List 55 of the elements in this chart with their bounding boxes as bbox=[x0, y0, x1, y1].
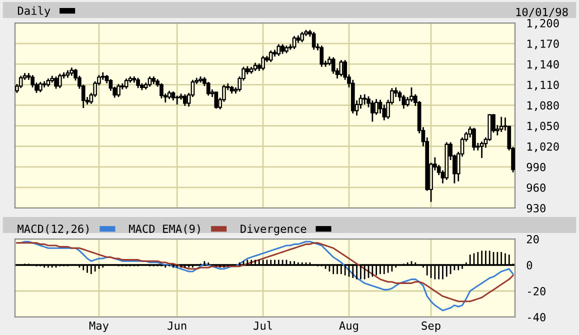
y-tick-label: -20 bbox=[528, 287, 546, 296]
legend-label: Daily bbox=[18, 6, 50, 18]
y-tick-label: 930 bbox=[526, 204, 546, 212]
y-tick-label: 1,020 bbox=[527, 142, 559, 152]
candlestick bbox=[58, 73, 62, 89]
candlestick bbox=[148, 76, 152, 88]
x-tick-label: May bbox=[89, 322, 109, 332]
candlestick bbox=[276, 44, 281, 57]
y-tick-label: 1,200 bbox=[527, 19, 559, 29]
candlestick bbox=[183, 94, 187, 107]
candlestick bbox=[206, 81, 210, 96]
candlestick bbox=[280, 44, 284, 55]
candlestick bbox=[175, 94, 180, 106]
y-tick-label: 990 bbox=[526, 162, 546, 172]
candlestick bbox=[214, 90, 218, 110]
legend-label: MACD(12,26) bbox=[18, 224, 88, 234]
candlestick bbox=[382, 104, 386, 121]
x-tick-label: Jul bbox=[254, 321, 272, 330]
candlestick bbox=[410, 86, 414, 102]
text: 10/01/98 bbox=[516, 8, 568, 18]
candlestick bbox=[339, 59, 344, 78]
candlestick bbox=[116, 83, 120, 98]
candlestick bbox=[499, 116, 504, 133]
candlestick bbox=[292, 35, 296, 50]
candlestick bbox=[320, 44, 324, 68]
candlestick bbox=[402, 94, 406, 110]
y-tick-label: 0 bbox=[526, 261, 532, 270]
candlestick bbox=[38, 81, 42, 93]
legend-label: Divergence bbox=[240, 224, 306, 236]
x-tick-label: Jun bbox=[168, 322, 186, 330]
y-tick-label: 960 bbox=[526, 183, 546, 192]
candlestick bbox=[331, 56, 336, 74]
candlestick bbox=[300, 31, 304, 43]
candlestick bbox=[268, 50, 273, 63]
candlestick bbox=[136, 77, 140, 89]
candlestick bbox=[370, 100, 374, 122]
y-tick-label: 20 bbox=[526, 235, 539, 244]
candlestick bbox=[362, 94, 367, 106]
candlestick bbox=[312, 31, 316, 50]
candlestick bbox=[54, 76, 58, 90]
x-tick-label: Aug bbox=[339, 321, 358, 332]
y-tick-label: 1,170 bbox=[527, 40, 559, 50]
legend-label: MACD EMA(9) bbox=[129, 224, 200, 234]
candlestick bbox=[160, 82, 164, 100]
x-tick-label: Sep bbox=[422, 321, 440, 332]
candlestick bbox=[472, 127, 476, 152]
y-tick-label: 1,080 bbox=[527, 101, 559, 112]
candlestick bbox=[124, 78, 128, 90]
candlestick bbox=[261, 55, 265, 71]
y-tick-label: 1,140 bbox=[527, 60, 559, 70]
y-tick-label: 1,050 bbox=[527, 122, 559, 132]
candlestick bbox=[18, 75, 23, 89]
y-tick-label: -40 bbox=[528, 313, 546, 322]
y-tick-label: 1,110 bbox=[527, 80, 559, 90]
candlestick bbox=[480, 140, 484, 159]
